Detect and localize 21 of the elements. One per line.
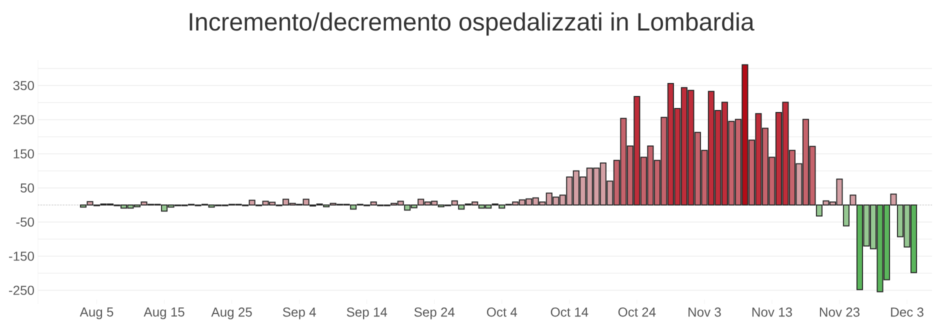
y-tick-label: -250 bbox=[9, 286, 34, 295]
x-tick-label: Dec 3 bbox=[891, 308, 924, 317]
x-tick-label: Oct 14 bbox=[550, 308, 588, 317]
y-tick-label: 150 bbox=[14, 149, 34, 158]
x-tick-label: Nov 13 bbox=[752, 308, 792, 317]
x-tick-label: Aug 5 bbox=[80, 308, 114, 320]
x-tick-label: Oct 24 bbox=[618, 308, 656, 317]
y-tick-label: 50 bbox=[20, 183, 34, 193]
x-tick-label: Sep 14 bbox=[346, 308, 388, 320]
x-tick-label: Sep 4 bbox=[282, 308, 316, 320]
y-tick-label: 350 bbox=[13, 80, 34, 90]
y-tick-label: -150 bbox=[9, 252, 34, 261]
x-tick-label: Aug 25 bbox=[211, 308, 252, 320]
y-tick-label: -50 bbox=[16, 217, 34, 227]
y-tick-label: 250 bbox=[13, 115, 34, 124]
chart-title: Incremento/decremento ospedalizzati in Lombardia bbox=[190, 12, 754, 36]
x-tick-label: Oct 4 bbox=[486, 308, 518, 317]
x-tick-label: Aug 15 bbox=[144, 308, 184, 320]
x-tick-label: Nov 3 bbox=[688, 308, 721, 317]
x-tick-label: Sep 24 bbox=[414, 308, 455, 320]
x-tick-label: Nov 23 bbox=[820, 308, 860, 317]
